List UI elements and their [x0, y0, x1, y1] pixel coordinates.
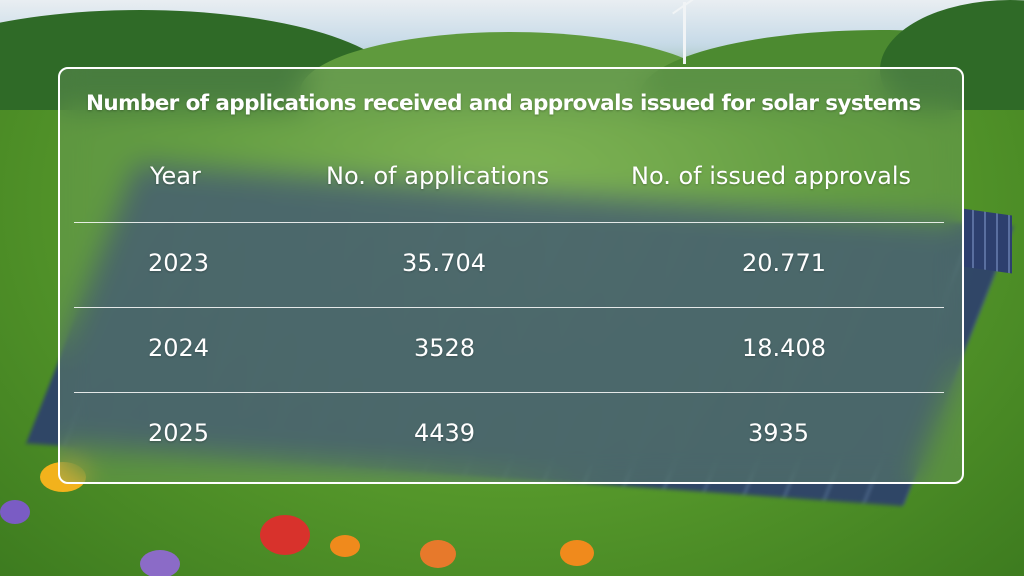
column-header-year: Year	[150, 162, 201, 190]
flower	[420, 540, 456, 568]
flower	[560, 540, 594, 566]
table-title: Number of applications received and appr…	[86, 91, 921, 116]
data-table-card: Number of applications received and appr…	[58, 67, 964, 484]
flower	[0, 500, 30, 524]
row-divider	[74, 392, 944, 393]
row-divider	[74, 307, 944, 308]
table-cell-year: 2024	[148, 334, 210, 362]
flower	[330, 535, 360, 557]
flower	[260, 515, 310, 555]
wind-turbine	[683, 2, 686, 64]
table-cell-applications: 4439	[414, 419, 476, 447]
table-cell-approvals: 3935	[748, 419, 810, 447]
table-cell-year: 2023	[148, 249, 210, 277]
solar-panel-array	[962, 208, 1012, 274]
table-cell-approvals: 20.771	[742, 249, 826, 277]
table-cell-year: 2025	[148, 419, 210, 447]
column-header-applications: No. of applications	[326, 162, 550, 190]
column-header-approvals: No. of issued approvals	[631, 162, 912, 190]
table-cell-applications: 35.704	[402, 249, 486, 277]
flower	[140, 550, 180, 576]
row-divider	[74, 222, 944, 223]
table-cell-approvals: 18.408	[742, 334, 826, 362]
table-cell-applications: 3528	[414, 334, 476, 362]
